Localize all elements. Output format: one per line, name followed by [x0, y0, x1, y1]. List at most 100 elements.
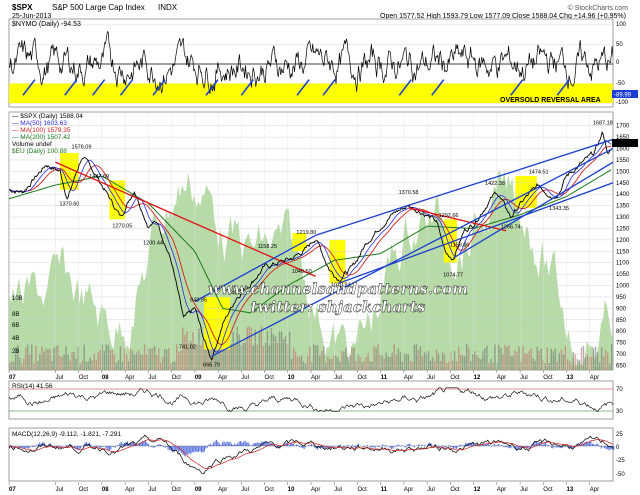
macd-hist-bar	[338, 444, 340, 446]
nymo-divergence-arrow	[296, 79, 310, 96]
macd-hist-bar	[507, 446, 509, 448]
macd-hist-bar	[258, 442, 260, 446]
macd-hist-bar	[33, 446, 35, 447]
volume-bar	[548, 363, 550, 370]
macd-hist-bar	[484, 443, 486, 446]
volume-bar	[556, 361, 558, 370]
x-axis-main: 07 Jul Oct 08 Apr Jul Oct 09 Apr Jul Oct 10 Apr Jul Oc…	[8, 370, 599, 381]
x-tick-label: 13	[567, 375, 574, 381]
macd-hist-bar	[350, 446, 352, 448]
volume-bar	[550, 348, 552, 370]
volume-bar	[566, 359, 569, 370]
volume-bar	[91, 360, 93, 370]
macd-hist-bar	[143, 441, 145, 446]
macd-hist-bar	[135, 445, 137, 446]
macd-hist-bar	[208, 444, 210, 446]
volume-bar	[214, 337, 216, 370]
volume-bar	[522, 345, 524, 370]
macd-hist-bar	[605, 446, 607, 450]
oversold-zone	[9, 83, 613, 104]
macd-hist-bar	[501, 445, 503, 446]
macd-hist-bar	[480, 445, 482, 446]
volume-bar	[518, 346, 520, 370]
volume-bar	[510, 356, 512, 370]
volume-bar	[317, 345, 319, 370]
volume-bar	[33, 363, 35, 370]
x-tick-label: 10	[288, 487, 295, 493]
volume-bar	[377, 344, 379, 370]
volume-bar	[31, 344, 33, 370]
volume-bar	[343, 351, 345, 370]
price-tick-label: 1550	[616, 158, 630, 164]
volume-bar	[258, 332, 261, 370]
price-grid	[9, 112, 613, 370]
x-tick-label: Jul	[241, 487, 249, 493]
volume-bar	[151, 348, 154, 370]
volume-bar	[246, 327, 248, 370]
trend-line	[211, 147, 613, 357]
macd-hist-bar	[528, 446, 530, 449]
volume-bar	[19, 358, 21, 370]
oversold-zone-label: OVERSOLD REVERSAL AREA	[500, 97, 601, 104]
macd-hist-bar	[146, 442, 148, 446]
macd-hist-bar	[154, 446, 156, 448]
volume-bar	[176, 344, 178, 370]
macd-hist-bar	[61, 446, 63, 447]
volume-bar	[592, 348, 595, 370]
macd-hist-bar	[264, 441, 266, 446]
macd-hist-bar	[540, 442, 542, 446]
rsi-panel: RSI(14) 41.56 70 30	[8, 380, 623, 420]
macd-hist-bar	[196, 446, 198, 453]
macd-hist-bar	[603, 446, 606, 449]
volume-bar	[307, 355, 309, 370]
macd-hist-bar	[314, 446, 316, 448]
volume-bar	[445, 362, 448, 370]
macd-hist-bar	[471, 443, 473, 446]
volume-bar	[97, 352, 99, 370]
macd-hist-bar	[434, 444, 436, 446]
x-tick-label: Jul	[427, 375, 435, 381]
x-tick-label: 07	[9, 375, 16, 381]
volume-bar	[141, 354, 144, 370]
volume-bar	[57, 345, 59, 370]
macd-hist-bar	[173, 446, 175, 452]
macd-hist-bar	[582, 443, 584, 446]
volume-bar	[506, 347, 508, 370]
volume-bar	[232, 331, 234, 370]
macd-hist-bar	[533, 442, 535, 446]
macd-hist-bar	[409, 443, 411, 446]
legend-ma50: — MA(50) 1603.63	[12, 120, 67, 127]
annotation-text: NYMO Daily - OF THE LAST 22 NYMO LOWS IN…	[133, 116, 474, 169]
macd-hist-bar	[401, 445, 403, 446]
macd-hist-bar	[563, 446, 565, 447]
rsi-tick-70: 70	[616, 387, 623, 393]
price-tick-label: 1250	[616, 226, 630, 232]
volume-bar	[77, 347, 79, 370]
macd-hist-bar	[231, 443, 233, 446]
volume-bar	[580, 347, 583, 370]
x-tick-label: Jul	[334, 375, 342, 381]
volume-bar	[260, 326, 263, 370]
x-tick-label: Jul	[427, 487, 435, 493]
volume-bar	[268, 345, 271, 370]
macd-hist-bar	[303, 446, 305, 449]
volume-bar	[61, 356, 63, 370]
volume-bar	[276, 342, 279, 370]
volume-bar	[339, 361, 341, 370]
volume-bar	[190, 340, 192, 370]
macd-hist-bar	[410, 445, 412, 446]
macd-hist-bar	[28, 446, 30, 449]
volume-bar	[65, 346, 67, 370]
volume-bar	[490, 358, 492, 370]
x-tick-label: 08	[102, 487, 109, 493]
volume-bar	[572, 351, 575, 370]
macd-hist-bar	[252, 444, 254, 446]
macd-hist-bar	[379, 446, 381, 447]
macd-hist-bar	[138, 442, 141, 446]
volume-bar	[139, 354, 142, 370]
macd-hist-bar	[590, 441, 592, 446]
macd-hist-bar	[99, 446, 101, 449]
chart-exchange: INDX	[158, 3, 178, 12]
trend-line	[338, 182, 613, 284]
